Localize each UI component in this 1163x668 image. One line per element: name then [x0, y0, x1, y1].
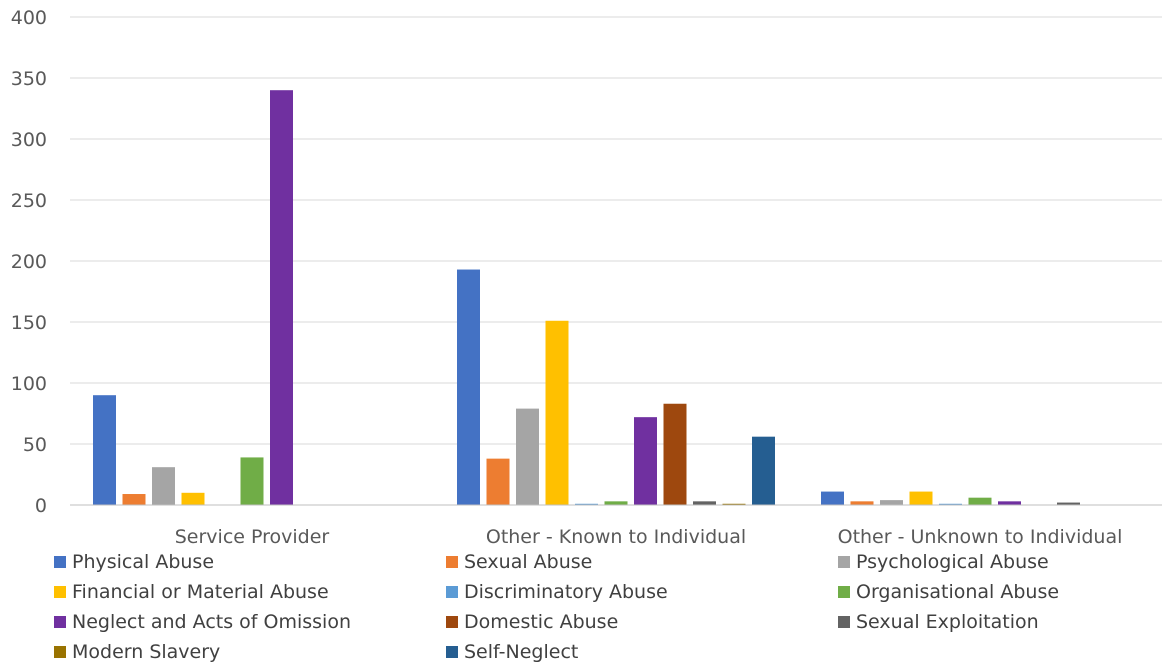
legend-label: Discriminatory Abuse	[464, 581, 668, 603]
y-axis: 0 50 100 150 200 250 300 350 400	[11, 7, 47, 517]
legend-swatch	[54, 556, 66, 568]
bar-organisational-abuse	[604, 501, 628, 505]
bar-discriminatory-abuse	[939, 503, 962, 505]
y-tick-label: 50	[23, 434, 47, 456]
legend-swatch	[838, 616, 850, 628]
legend-label: Modern Slavery	[72, 641, 220, 663]
bar-neglect-and-acts-of-omission	[998, 501, 1021, 505]
legend-item: Physical Abuse	[54, 551, 214, 573]
bar-financial-or-material-abuse	[909, 491, 933, 505]
bar-self-neglect	[752, 436, 775, 505]
legend-swatch	[446, 646, 458, 658]
legend-label: Self-Neglect	[464, 641, 578, 663]
y-tick-label: 100	[11, 373, 47, 395]
x-category-label: Other - Known to Individual	[486, 526, 746, 548]
y-tick-label: 300	[11, 129, 47, 151]
legend-item: Sexual Exploitation	[838, 611, 1039, 633]
legend-swatch	[446, 616, 458, 628]
legend-item: Self-Neglect	[446, 641, 578, 663]
legend-label: Sexual Exploitation	[856, 611, 1039, 633]
bar-organisational-abuse	[240, 457, 264, 505]
x-category-label: Service Provider	[175, 526, 330, 548]
bar-sexual-abuse	[122, 494, 146, 505]
bar-physical-abuse	[457, 269, 480, 505]
legend-swatch	[446, 556, 458, 568]
bar-discriminatory-abuse	[575, 503, 598, 505]
gridlines	[70, 16, 1162, 445]
x-category-label: Other - Unknown to Individual	[838, 526, 1123, 548]
bar-sexual-abuse	[850, 501, 874, 505]
legend-item: Financial or Material Abuse	[54, 581, 329, 603]
y-tick-label: 200	[11, 251, 47, 273]
legend-swatch	[838, 586, 850, 598]
bar-modern-slavery	[722, 503, 746, 505]
legend: Physical Abuse Sexual Abuse Psychological …	[54, 551, 1059, 663]
bar-sexual-exploitation	[693, 501, 716, 505]
bars	[93, 90, 1080, 505]
bar-neglect-and-acts-of-omission	[634, 417, 657, 505]
legend-item: Domestic Abuse	[446, 611, 618, 633]
bar-psychological-abuse	[880, 500, 903, 505]
y-tick-label: 0	[35, 495, 47, 517]
legend-swatch	[838, 556, 850, 568]
legend-label: Organisational Abuse	[856, 581, 1059, 603]
legend-item: Sexual Abuse	[446, 551, 592, 573]
bar-physical-abuse	[93, 395, 116, 505]
legend-swatch	[54, 616, 66, 628]
legend-item: Organisational Abuse	[838, 581, 1059, 603]
bar-organisational-abuse	[968, 497, 992, 505]
y-tick-label: 250	[11, 190, 47, 212]
legend-item: Psychological Abuse	[838, 551, 1049, 573]
legend-label: Sexual Abuse	[464, 551, 592, 573]
legend-label: Physical Abuse	[72, 551, 214, 573]
y-tick-label: 400	[11, 7, 47, 29]
legend-label: Neglect and Acts of Omission	[72, 611, 351, 633]
bar-physical-abuse	[821, 491, 844, 505]
bar-financial-or-material-abuse	[181, 492, 205, 505]
bar-domestic-abuse	[663, 403, 687, 505]
bar-psychological-abuse	[152, 467, 175, 505]
bar-sexual-abuse	[486, 458, 510, 505]
legend-swatch	[54, 646, 66, 658]
legend-item: Modern Slavery	[54, 641, 220, 663]
legend-item: Neglect and Acts of Omission	[54, 611, 351, 633]
y-tick-label: 150	[11, 312, 47, 334]
bar-sexual-exploitation	[1057, 502, 1080, 505]
bar-psychological-abuse	[516, 408, 539, 505]
bar-financial-or-material-abuse	[545, 320, 569, 505]
legend-label: Psychological Abuse	[856, 551, 1049, 573]
legend-swatch	[54, 586, 66, 598]
legend-label: Domestic Abuse	[464, 611, 618, 633]
y-tick-label: 350	[11, 68, 47, 90]
x-axis: Service Provider Other - Known to Individ…	[175, 526, 1123, 548]
bar-neglect-and-acts-of-omission	[270, 90, 293, 505]
legend-label: Financial or Material Abuse	[72, 581, 329, 603]
legend-swatch	[446, 586, 458, 598]
legend-item: Discriminatory Abuse	[446, 581, 668, 603]
